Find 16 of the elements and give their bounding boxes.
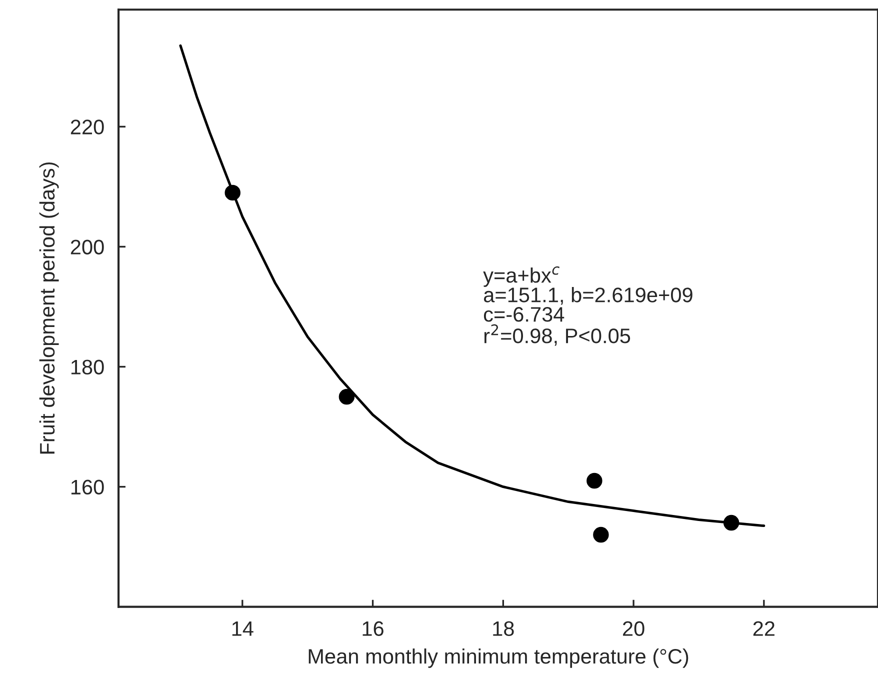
x-axis-title: Mean monthly minimum temperature (°C) [308,648,688,668]
y-tick-label: 160 [71,480,104,495]
x-tick-label: 20 [623,621,644,636]
point [338,388,355,405]
point [593,526,609,543]
annotation: y=a+bx$^{c}$ a=151.1, b=2.619e+09 c=-6.734 r$^{2}$=0.98, P<0.05 [483,266,692,346]
point [586,472,602,489]
y-tick-label: 180 [71,360,104,374]
y-axis-title: Fruit development period (days) [39,162,59,454]
x-tick-label: 18 [493,621,514,636]
y-tick-label: 200 [70,240,104,254]
x-tick-label: 14 [232,621,254,636]
x-tick-label: 16 [362,621,384,636]
y-tick-label: 220 [70,120,104,134]
line-series [179,44,766,528]
x-tick-label: 22 [753,621,774,636]
